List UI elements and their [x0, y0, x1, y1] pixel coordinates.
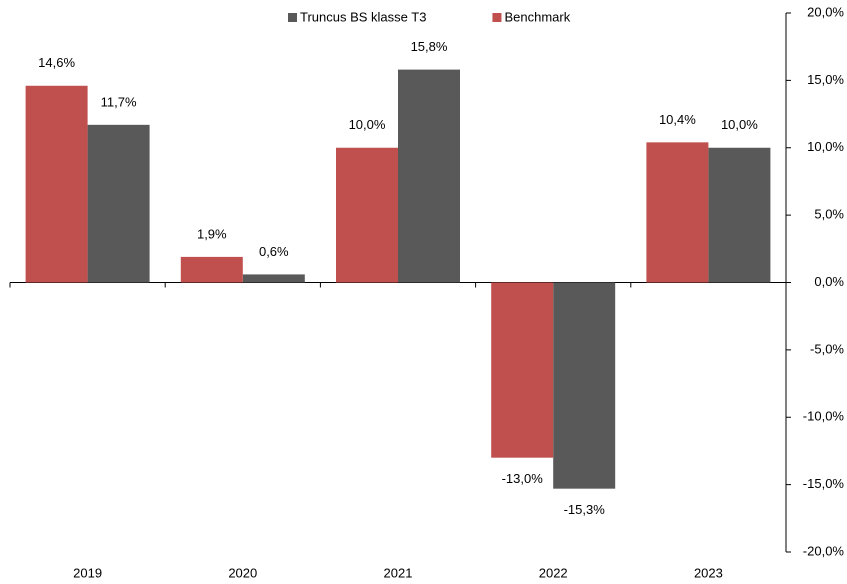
- bar: [553, 282, 616, 489]
- data-label: 11,7%: [101, 94, 137, 109]
- y-tick-label: 10,0%: [807, 139, 844, 154]
- y-tick-label: -10,0%: [803, 409, 845, 424]
- x-tick-label: 2019: [73, 565, 102, 580]
- data-label: 10,0%: [349, 117, 386, 132]
- bar: [180, 256, 243, 283]
- legend-swatch: [288, 13, 297, 22]
- bar: [242, 274, 305, 283]
- bar: [25, 85, 88, 283]
- y-tick-label: 5,0%: [814, 207, 844, 222]
- data-label: 15,8%: [411, 39, 448, 54]
- bar: [646, 142, 709, 283]
- data-label: 1,9%: [197, 226, 227, 241]
- bar: [708, 147, 771, 283]
- legend-label: Benchmark: [504, 9, 570, 24]
- data-label: 14,6%: [38, 55, 75, 70]
- x-tick-label: 2023: [694, 565, 723, 580]
- x-tick-label: 2020: [228, 565, 257, 580]
- x-tick-label: 2021: [384, 565, 413, 580]
- y-tick-label: -15,0%: [803, 476, 845, 491]
- x-tick-label: 2022: [539, 565, 568, 580]
- y-tick-label: -5,0%: [810, 341, 844, 356]
- data-label: 10,4%: [659, 112, 696, 127]
- data-label: 0,6%: [259, 244, 289, 259]
- y-tick-label: 15,0%: [807, 72, 844, 87]
- data-label: -13,0%: [502, 471, 544, 486]
- data-label: 10,0%: [721, 117, 758, 132]
- y-tick-label: -20,0%: [803, 543, 845, 558]
- bar: [87, 124, 150, 283]
- legend-swatch: [492, 13, 502, 22]
- bar: [336, 147, 398, 283]
- bar: [398, 69, 460, 283]
- y-tick-label: 0,0%: [814, 274, 844, 289]
- data-label: -15,3%: [564, 502, 606, 517]
- legend-label: Truncus BS klasse T3: [300, 9, 426, 24]
- bar: [491, 282, 554, 458]
- y-tick-label: 20,0%: [807, 4, 844, 19]
